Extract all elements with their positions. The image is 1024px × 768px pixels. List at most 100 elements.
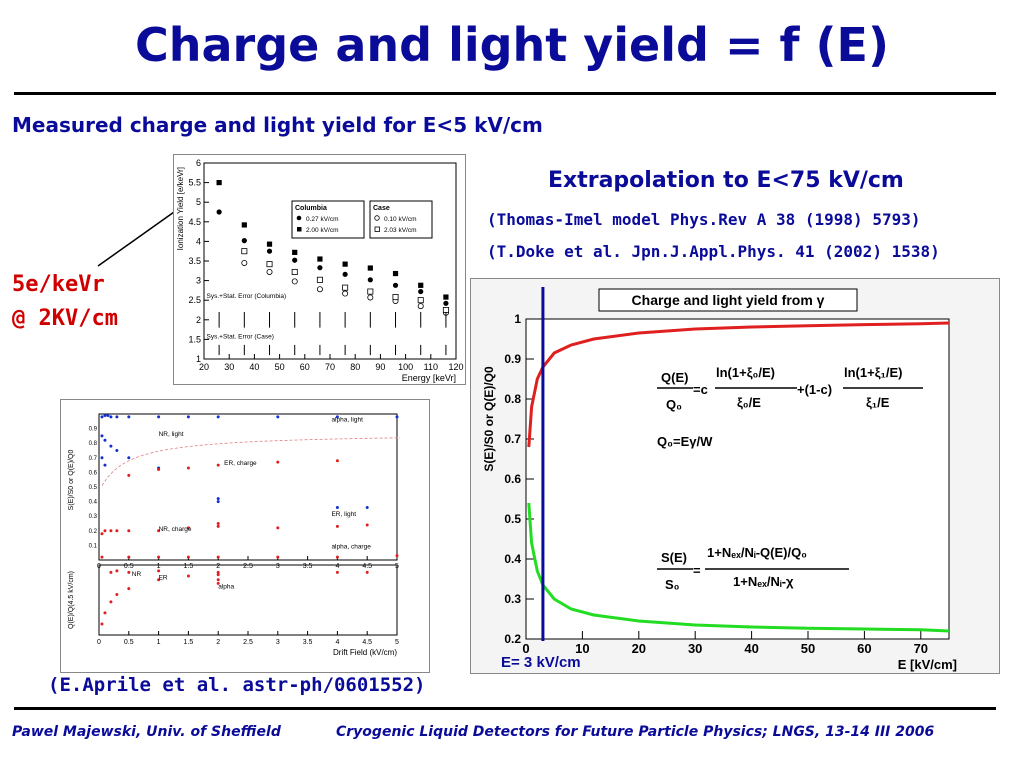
charge-point: [216, 522, 220, 525]
x-tick-label: 40: [744, 641, 758, 656]
chart-title-box: [598, 288, 858, 312]
x-tick-label: 1: [157, 639, 161, 646]
point-0-27: [266, 248, 273, 254]
y-tick-label: 3.5: [188, 256, 201, 266]
reference-thomas-imel: (Thomas-Imel model Phys.Rev A 38 (1998) …: [487, 210, 921, 229]
error-label-columbia: Sys.+Stat. Error (Columbia): [207, 293, 287, 300]
y-tick-label: 0.3: [504, 592, 521, 606]
x-tick-label: 4.5: [362, 563, 372, 570]
er-charge-fit: [101, 437, 400, 486]
y-tick-label: 5: [196, 197, 201, 207]
x-tick-label: 70: [325, 362, 335, 372]
legend-title: Columbia: [295, 205, 327, 212]
x-tick-label: 90: [375, 362, 385, 372]
series-label: ER, light: [331, 511, 356, 518]
point-0-27: [443, 300, 449, 306]
point-0-10: [241, 259, 248, 266]
x-tick-label: 3: [276, 563, 280, 570]
point-2-03: [342, 284, 349, 291]
x-tick-label: 1.5: [184, 563, 194, 570]
x-tick-label: 0.5: [124, 563, 134, 570]
y-tick-label: 2: [196, 315, 201, 325]
x-tick-label: 120: [448, 362, 463, 372]
formula-text: Q(E): [661, 370, 688, 385]
formula-text: S₀: [665, 577, 680, 592]
point-2-00: [342, 261, 348, 267]
point-0-10: [291, 278, 298, 285]
charge-point: [127, 473, 131, 477]
plot-frame: [525, 318, 950, 640]
y-axis-label: S(E)/S0 or Q(E)/Q0: [482, 366, 496, 472]
light-point: [216, 497, 220, 501]
point-2-00: [418, 282, 424, 288]
light-point: [335, 415, 339, 419]
point-2-00: [216, 180, 222, 186]
formula-text: ξ₁/E: [866, 395, 890, 410]
charge-point: [103, 529, 107, 533]
y-tick-label: 3: [196, 276, 201, 286]
point-0-27: [292, 257, 298, 263]
ratio-point: [157, 578, 161, 582]
x-tick-label: 5: [395, 563, 399, 570]
point-2-03: [417, 297, 424, 304]
series-label: alpha: [218, 584, 234, 591]
legend-marker: [296, 215, 302, 221]
point-2-00: [241, 222, 247, 228]
annotation-field: @ 2KV/cm: [12, 306, 118, 331]
series-label: alpha, light: [331, 416, 363, 423]
legend-marker: [297, 227, 302, 232]
ratio-point: [365, 570, 369, 574]
y-tick-label: 4: [196, 236, 201, 246]
light-point: [115, 415, 119, 419]
y-tick-label: 0.6: [504, 472, 521, 486]
light-point: [103, 463, 107, 467]
x-tick-label: 40: [249, 362, 259, 372]
y-tick-label: 0.2: [89, 529, 98, 535]
x-tick-label: 0: [522, 641, 529, 656]
charge-point: [127, 555, 131, 559]
x-tick-label: 20: [199, 362, 209, 372]
x-tick-label: 20: [632, 641, 646, 656]
formula-text: Q₀=Eγ/W: [657, 434, 713, 449]
x-tick-label: 100: [398, 362, 413, 372]
point-2-03: [291, 268, 298, 275]
formula-text: 1+Nₑₓ/Nᵢ-χ: [733, 574, 794, 589]
light-point: [109, 444, 113, 448]
formula-text: +(1-c): [797, 382, 832, 397]
formula-text: ξ₀/E: [737, 395, 761, 410]
ratio-point: [109, 600, 113, 604]
light-point: [395, 415, 399, 419]
x-tick-label: 110: [424, 362, 438, 372]
title-rule: [14, 92, 996, 95]
series-label: NR, charge: [159, 526, 192, 533]
light-point: [106, 413, 110, 417]
footer-rule: [14, 707, 996, 710]
charge-point: [157, 467, 161, 471]
ratio-point: [216, 570, 220, 574]
point-2-03: [392, 294, 399, 301]
y-tick-label: 0.9: [89, 427, 98, 433]
ratio-point: [115, 569, 119, 573]
light-yield-curve: [527, 502, 950, 633]
y-tick-label: 4.5: [188, 217, 201, 227]
charge-point: [216, 463, 220, 467]
charge-point: [186, 466, 190, 470]
legend-entry: 2.00 kV/cm: [306, 227, 339, 234]
ratio-point: [216, 578, 220, 582]
charge-point: [100, 532, 104, 536]
ratio-point: [216, 573, 220, 577]
charge-point: [100, 555, 104, 559]
light-point: [109, 415, 113, 419]
thomas-imel-chart: Charge and light yield from γ 0 10 20 30 40 50…: [470, 278, 1000, 674]
x-tick-label: 70: [914, 641, 928, 656]
y-tick-label: 0.1: [89, 543, 98, 549]
charge-point: [216, 555, 220, 559]
x-tick-label: 4.5: [362, 639, 372, 646]
point-2-00: [266, 241, 273, 247]
y-tick-label: 0.4: [89, 500, 98, 506]
charge-point: [127, 529, 131, 533]
bottom-panel-frame: [98, 564, 398, 636]
charge-point: [335, 524, 339, 528]
y-tick-label: 0.9: [504, 352, 521, 366]
point-0-27: [317, 265, 323, 271]
